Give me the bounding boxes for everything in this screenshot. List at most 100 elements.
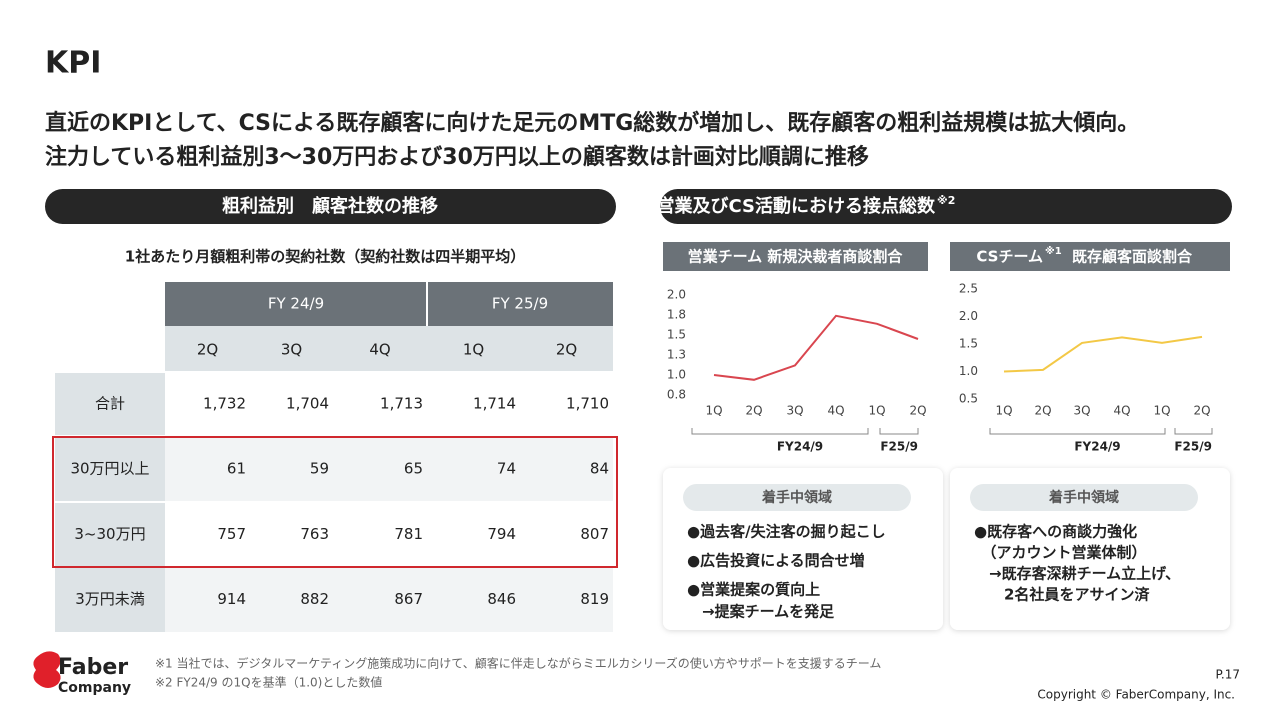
logo-text: Company	[58, 680, 131, 696]
table-row-bg	[165, 436, 613, 502]
chart-title: 既存顧客面談割合	[1072, 248, 1193, 266]
group-bracket	[691, 428, 869, 435]
chart-title-bg	[950, 242, 1230, 271]
y-tick-label: 2.0	[667, 288, 686, 302]
y-tick-label: 0.5	[959, 392, 978, 406]
table-cell: 1,714	[473, 395, 516, 413]
table-cell: 846	[487, 590, 516, 608]
group-bracket	[1174, 428, 1213, 435]
table-cell: 74	[497, 460, 516, 478]
table-cell: 763	[300, 525, 329, 543]
panel-heading: 粗利益別 顧客社数の推移	[222, 195, 438, 217]
y-tick-label: 0.8	[667, 388, 686, 402]
table-cell: 882	[300, 590, 329, 608]
footnote: ※1 当社では、デジタルマーケティング施策成功に向けて、顧客に伴走しながらミエル…	[155, 656, 881, 671]
x-tick-label: 1Q	[868, 404, 885, 418]
card-line: ●既存客への商談力強化	[974, 523, 1137, 541]
chart-title: 営業チーム 新規決裁者商談割合	[688, 248, 904, 266]
y-tick-label: 1.5	[667, 328, 686, 342]
chart-title-bg	[663, 242, 928, 271]
card-line: ●広告投資による問合せ増	[687, 552, 865, 570]
heading-note: ※2	[937, 194, 955, 207]
group-label: FY24/9	[1074, 440, 1120, 454]
table-group: FY 24/9	[268, 295, 324, 313]
y-tick-label: 1.3	[667, 348, 686, 362]
copyright: Copyright © FaberCompany, Inc.	[1037, 688, 1235, 702]
card-line: （アカウント営業体制）	[974, 544, 1147, 562]
table-label-bg	[55, 436, 165, 502]
table-row-bg	[165, 567, 613, 632]
chart-title: CSチーム	[976, 248, 1043, 266]
x-tick-label: 1Q	[995, 404, 1012, 418]
table-row-bg	[165, 502, 613, 567]
y-tick-label: 1.8	[667, 308, 686, 322]
table-cell: 65	[404, 460, 423, 478]
table-cell: 781	[394, 525, 423, 543]
y-tick-label: 2.5	[959, 282, 978, 296]
title: KPI	[45, 46, 101, 81]
lead-line: 直近のKPIとして、CSによる既存顧客に向けた足元のMTG総数が増加し、既存顧客…	[45, 110, 1139, 136]
y-tick-label: 1.0	[959, 364, 978, 378]
x-tick-label: 2Q	[909, 404, 926, 418]
row-label: 3万円未満	[75, 590, 145, 608]
table-header-bg	[165, 282, 613, 326]
panel-heading: 営業及びCS活動における接点総数	[656, 195, 936, 217]
card-title: 着手中領域	[1048, 489, 1119, 506]
table-cell: 914	[217, 590, 246, 608]
highlight-box	[52, 436, 618, 568]
panel-heading-bg	[45, 189, 616, 224]
table-column: 4Q	[369, 341, 390, 359]
group-label: F25/9	[1174, 440, 1212, 454]
group-bracket	[989, 428, 1166, 435]
table-cell: 807	[580, 525, 609, 543]
table-column: 2Q	[556, 341, 577, 359]
table-cell: 84	[590, 460, 609, 478]
row-label: 3~30万円	[74, 525, 145, 543]
chart-title-note: ※1	[1045, 245, 1062, 257]
x-tick-label: 3Q	[786, 404, 803, 418]
card-title: 着手中領域	[761, 489, 832, 506]
card-title-bg	[683, 484, 911, 511]
table-cell: 1,732	[203, 395, 246, 413]
table-group: FY 25/9	[492, 295, 548, 313]
card-line: →既存客深耕チーム立上げ、	[974, 565, 1180, 583]
card-line: →提案チームを発足	[687, 603, 835, 621]
group-label: FY24/9	[777, 440, 823, 454]
y-tick-label: 1.0	[667, 368, 686, 382]
table-cell: 61	[227, 460, 246, 478]
table-cell: 757	[217, 525, 246, 543]
y-tick-label: 2.0	[959, 309, 978, 323]
table-cell: 1,710	[566, 395, 609, 413]
table-row-bg	[165, 372, 613, 436]
x-tick-label: 1Q	[705, 404, 722, 418]
table-cell: 819	[580, 590, 609, 608]
card-line: 2名社員をアサイン済	[974, 586, 1150, 604]
table-cell: 1,713	[380, 395, 423, 413]
y-tick-label: 1.5	[959, 337, 978, 351]
logo-mark	[33, 651, 61, 688]
table-label-bg	[55, 502, 165, 567]
card-line: ●営業提案の質向上	[687, 581, 820, 599]
x-tick-label: 2Q	[1193, 404, 1210, 418]
table-label-bg	[55, 372, 165, 436]
footnote: ※2 FY24/9 の1Qを基準（1.0)とした数値	[155, 675, 382, 690]
data-line	[713, 314, 919, 381]
table-column: 2Q	[197, 341, 218, 359]
table-subheader-bg	[165, 326, 613, 372]
x-tick-label: 1Q	[1153, 404, 1170, 418]
x-tick-label: 2Q	[745, 404, 762, 418]
table-cell: 1,704	[286, 395, 329, 413]
x-tick-label: 3Q	[1073, 404, 1090, 418]
table-caption: 1社あたり月額粗利帯の契約社数（契約社数は四半期平均）	[125, 248, 525, 266]
table-label-bg	[55, 567, 165, 632]
table-column: 3Q	[281, 341, 302, 359]
table-column: 1Q	[463, 341, 484, 359]
lead-line: 注力している粗利益別3〜30万円および30万円以上の顧客数は計画対比順調に推移	[45, 144, 869, 170]
page-number: P.17	[1216, 668, 1240, 682]
group-bracket	[879, 428, 919, 435]
row-label: 合計	[95, 395, 125, 413]
x-tick-label: 2Q	[1034, 404, 1051, 418]
x-tick-label: 4Q	[1113, 404, 1130, 418]
table-cell: 794	[487, 525, 516, 543]
